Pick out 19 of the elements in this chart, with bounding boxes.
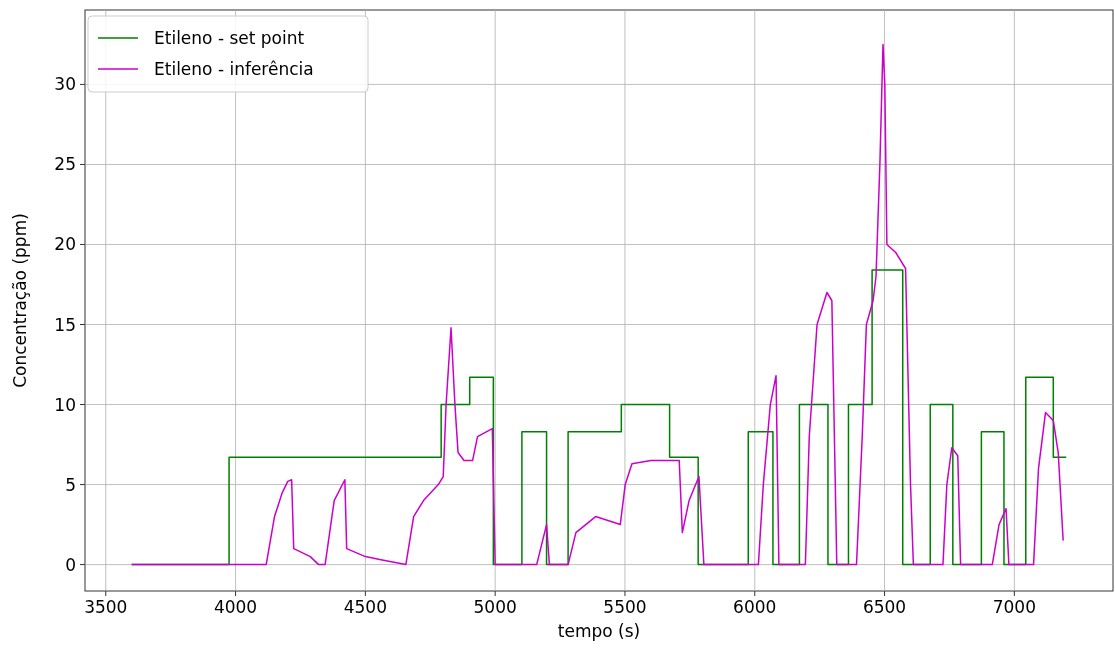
y-tick-label: 25: [54, 154, 76, 175]
x-tick-label: 7000: [992, 597, 1036, 617]
y-tick-label: 10: [54, 394, 76, 415]
y-axis-title: Concentração (ppm): [10, 213, 30, 388]
y-tick-label: 0: [65, 554, 76, 575]
x-tick-label: 4500: [343, 597, 387, 617]
x-tick-label: 6000: [733, 597, 777, 617]
y-tick-label: 15: [54, 314, 76, 335]
x-tick-label: 5500: [603, 597, 647, 617]
y-tick-label: 20: [54, 234, 76, 255]
legend-label: Etileno - set point: [154, 28, 305, 48]
y-tick-label: 5: [65, 474, 76, 495]
x-tick-label: 3500: [84, 597, 128, 617]
legend-label: Etileno - inferência: [154, 59, 314, 79]
x-tick-label: 4000: [213, 597, 258, 617]
y-tick-label: 30: [54, 74, 76, 95]
x-axis-title: tempo (s): [557, 621, 641, 641]
x-tick-label: 5000: [473, 597, 517, 617]
x-tick-label: 6500: [862, 597, 907, 617]
